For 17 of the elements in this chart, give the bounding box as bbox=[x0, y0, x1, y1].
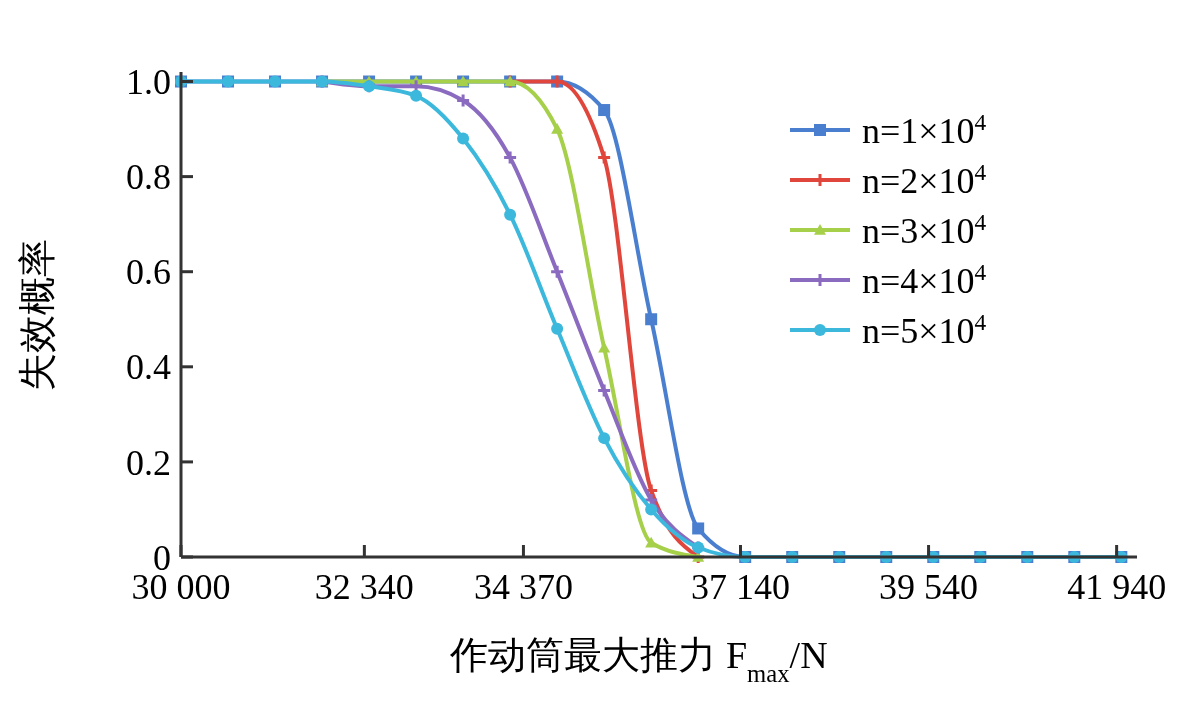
y-tick-label: 0.4 bbox=[126, 347, 171, 388]
y-axis-title: 失效概率 bbox=[16, 238, 58, 391]
x-tick-label: 32 340 bbox=[314, 567, 414, 607]
y-tick-label: 1.0 bbox=[126, 62, 171, 103]
legend-label: n=2×10$^{4}$ bbox=[862, 158, 987, 201]
x-axis-title: 作动筒最大推力 F$_{max}$/N bbox=[449, 634, 828, 687]
y-tick-label: 0.2 bbox=[126, 442, 171, 483]
x-tick-label: 37 140 bbox=[691, 567, 790, 607]
x-tick-label: 39 540 bbox=[879, 567, 979, 607]
y-tick-label: 0.6 bbox=[126, 252, 171, 293]
legend-label: n=1×10$^{4}$ bbox=[862, 108, 987, 151]
x-tick-label: 34 370 bbox=[473, 567, 573, 607]
legend-label: n=4×10$^{4}$ bbox=[862, 258, 987, 301]
legend-label: n=3×10$^{4}$ bbox=[862, 208, 987, 251]
legend-label: n=5×10$^{4}$ bbox=[862, 308, 987, 351]
y-tick-label: 0.8 bbox=[126, 157, 171, 198]
x-tick-label: 41 940 bbox=[1067, 567, 1167, 607]
